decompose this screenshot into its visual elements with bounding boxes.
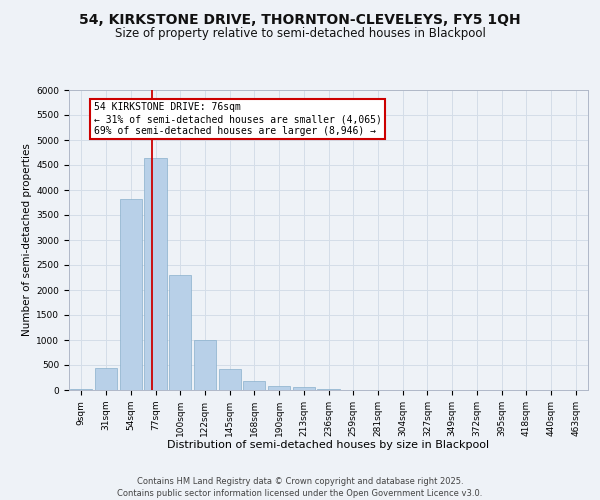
Bar xyxy=(317,389,340,390)
Text: Size of property relative to semi-detached houses in Blackpool: Size of property relative to semi-detach… xyxy=(115,28,485,40)
Text: Contains HM Land Registry data © Crown copyright and database right 2025.
Contai: Contains HM Land Registry data © Crown c… xyxy=(118,476,482,498)
Bar xyxy=(95,368,117,390)
Text: 54, KIRKSTONE DRIVE, THORNTON-CLEVELEYS, FY5 1QH: 54, KIRKSTONE DRIVE, THORNTON-CLEVELEYS,… xyxy=(79,12,521,26)
Text: 54 KIRKSTONE DRIVE: 76sqm
← 31% of semi-detached houses are smaller (4,065)
69% : 54 KIRKSTONE DRIVE: 76sqm ← 31% of semi-… xyxy=(94,102,382,136)
Bar xyxy=(268,386,290,390)
Bar xyxy=(145,158,167,390)
Bar xyxy=(119,199,142,390)
X-axis label: Distribution of semi-detached houses by size in Blackpool: Distribution of semi-detached houses by … xyxy=(167,440,490,450)
Bar xyxy=(169,275,191,390)
Bar xyxy=(70,388,92,390)
Bar xyxy=(293,387,315,390)
Bar xyxy=(243,381,265,390)
Y-axis label: Number of semi-detached properties: Number of semi-detached properties xyxy=(22,144,32,336)
Bar xyxy=(194,340,216,390)
Bar xyxy=(218,369,241,390)
